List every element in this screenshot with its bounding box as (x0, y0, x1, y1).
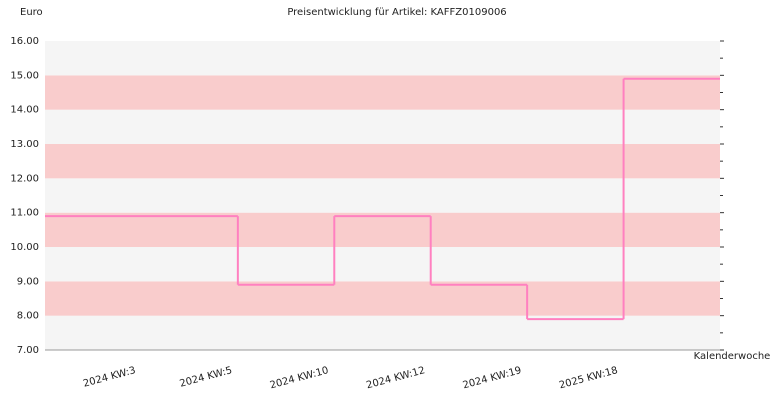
y-tick-label: 9.00 (17, 276, 39, 287)
y-tick-label: 12.00 (10, 173, 39, 184)
plot-band (45, 178, 720, 213)
y-tick-label: 16.00 (10, 36, 39, 47)
y-tick-label: 11.00 (10, 208, 39, 219)
x-tick-label: 2024 KW:10 (269, 365, 330, 391)
y-axis-label: Euro (20, 7, 43, 18)
plot-band (45, 144, 720, 179)
y-tick-label: 8.00 (17, 311, 39, 322)
x-tick-label: 2024 KW:19 (462, 365, 523, 391)
y-tick-label: 10.00 (10, 242, 39, 253)
x-tick-label: 2025 KW:18 (558, 365, 619, 391)
x-tick-label: 2024 KW:12 (365, 365, 426, 391)
plot-band (45, 315, 720, 350)
x-tick-label: 2024 KW:3 (82, 365, 137, 390)
plot-band (45, 41, 720, 76)
plot-band (45, 75, 720, 110)
chart-title: Preisentwicklung für Artikel: KAFFZ01090… (287, 7, 506, 18)
y-tick-label: 14.00 (10, 105, 39, 116)
y-tick-label: 15.00 (10, 70, 39, 81)
y-tick-label: 7.00 (17, 345, 39, 356)
x-tick-label: 2024 KW:5 (179, 365, 234, 390)
plot-band (45, 281, 720, 316)
plot-band (45, 212, 720, 247)
plot-band (45, 247, 720, 282)
x-axis-label: Kalenderwoche (694, 351, 770, 362)
plot-band (45, 109, 720, 144)
y-tick-label: 13.00 (10, 139, 39, 150)
